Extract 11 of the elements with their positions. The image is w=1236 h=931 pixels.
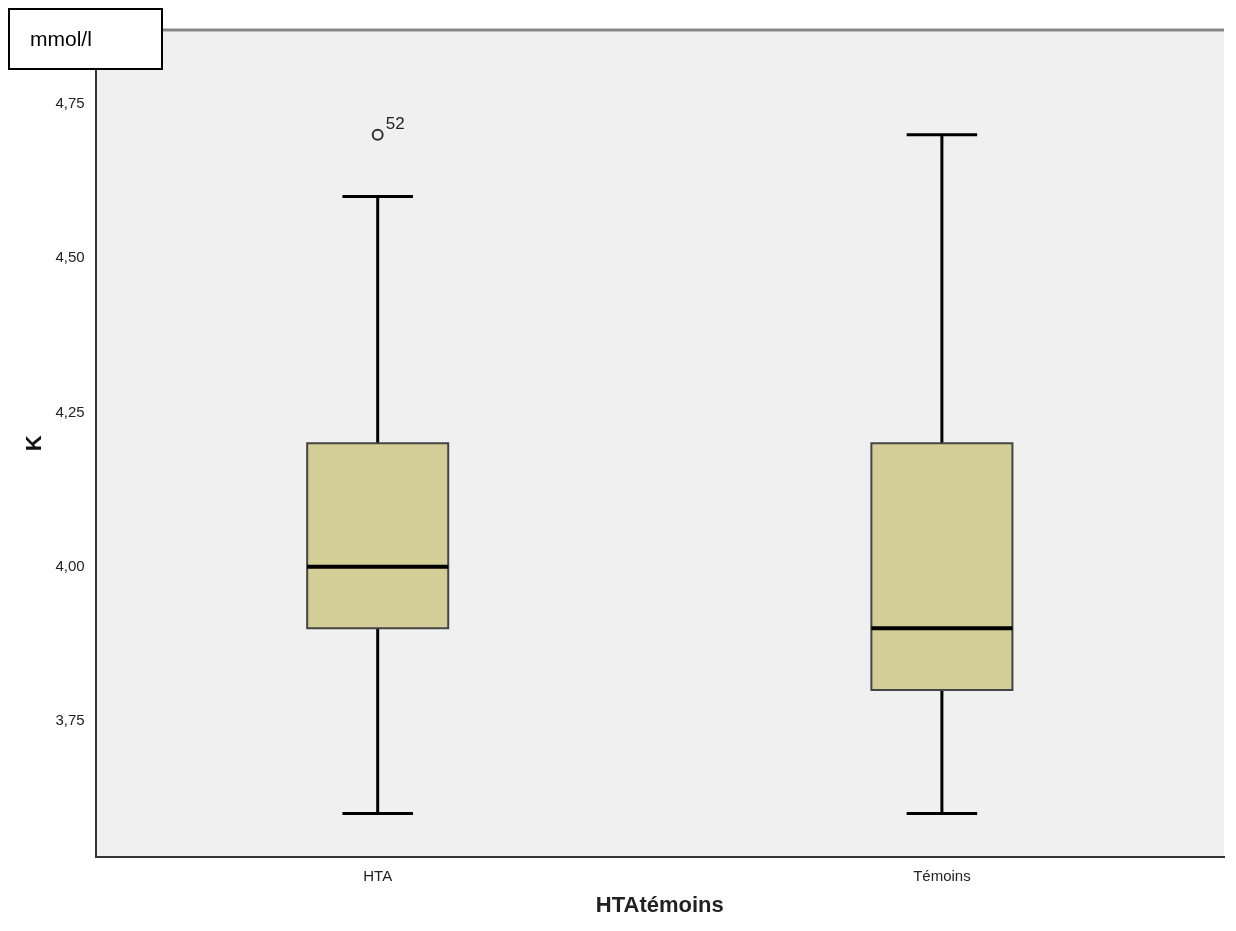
y-tick-label: 4,75 (55, 94, 85, 112)
x-tick-label: Témoins (913, 866, 971, 884)
y-tick-label: 4,25 (55, 402, 85, 420)
y-tick-label: 3,75 (55, 711, 85, 729)
y-tick-label: 4,00 (55, 556, 85, 574)
annotation: 52 (385, 114, 405, 134)
x-axis-title: HTAtémoins (595, 891, 724, 917)
y-tick-label: 4,50 (55, 248, 85, 266)
y-axis-title: K (21, 435, 47, 452)
label-box: mmol/l (8, 8, 163, 70)
x-tick-label: HTA (363, 866, 393, 884)
